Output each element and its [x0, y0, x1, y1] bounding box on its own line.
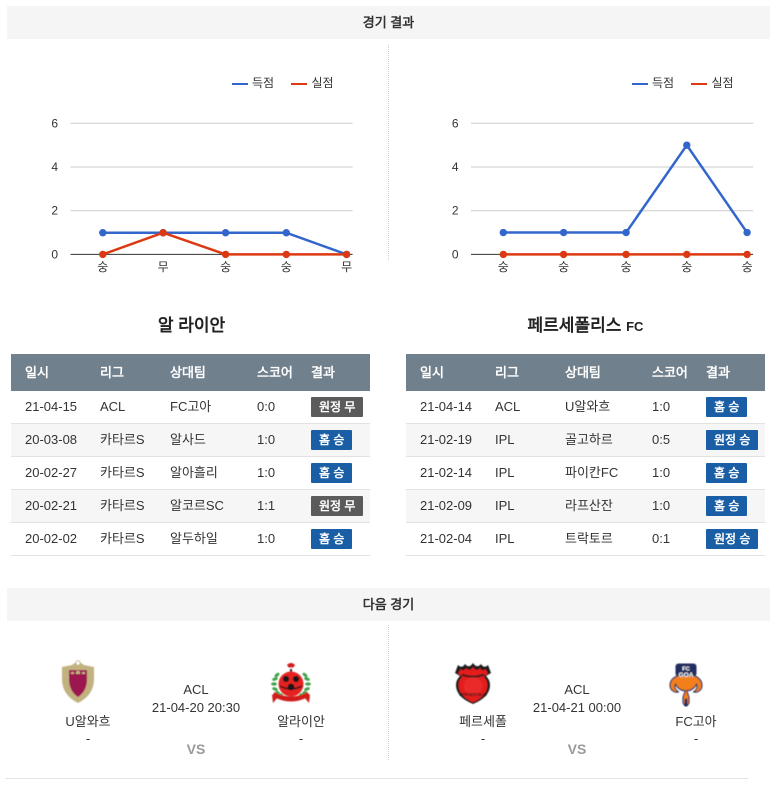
svg-text:4: 4 — [452, 160, 459, 174]
svg-text:숭: 숭 — [498, 260, 509, 274]
svg-text:6: 6 — [452, 116, 459, 130]
svg-text:2: 2 — [51, 204, 58, 218]
svg-text:0: 0 — [452, 247, 459, 261]
svg-text:숭: 숭 — [97, 260, 108, 274]
svg-text:GOA: GOA — [678, 672, 693, 679]
svg-text:4: 4 — [51, 160, 58, 174]
svg-text:2: 2 — [452, 204, 459, 218]
svg-text:무: 무 — [341, 260, 352, 274]
svg-text:숭: 숭 — [742, 260, 753, 274]
svg-text:PERSEPOLIS: PERSEPOLIS — [459, 692, 487, 697]
svg-text:0: 0 — [51, 247, 58, 261]
svg-text:6: 6 — [51, 116, 58, 130]
svg-text:숭: 숭 — [558, 260, 569, 274]
svg-text:숭: 숭 — [681, 260, 692, 274]
svg-text:숭: 숭 — [281, 260, 292, 274]
svg-text:숭: 숭 — [621, 260, 632, 274]
svg-text:무: 무 — [158, 260, 169, 274]
svg-text:숭: 숭 — [220, 260, 231, 274]
